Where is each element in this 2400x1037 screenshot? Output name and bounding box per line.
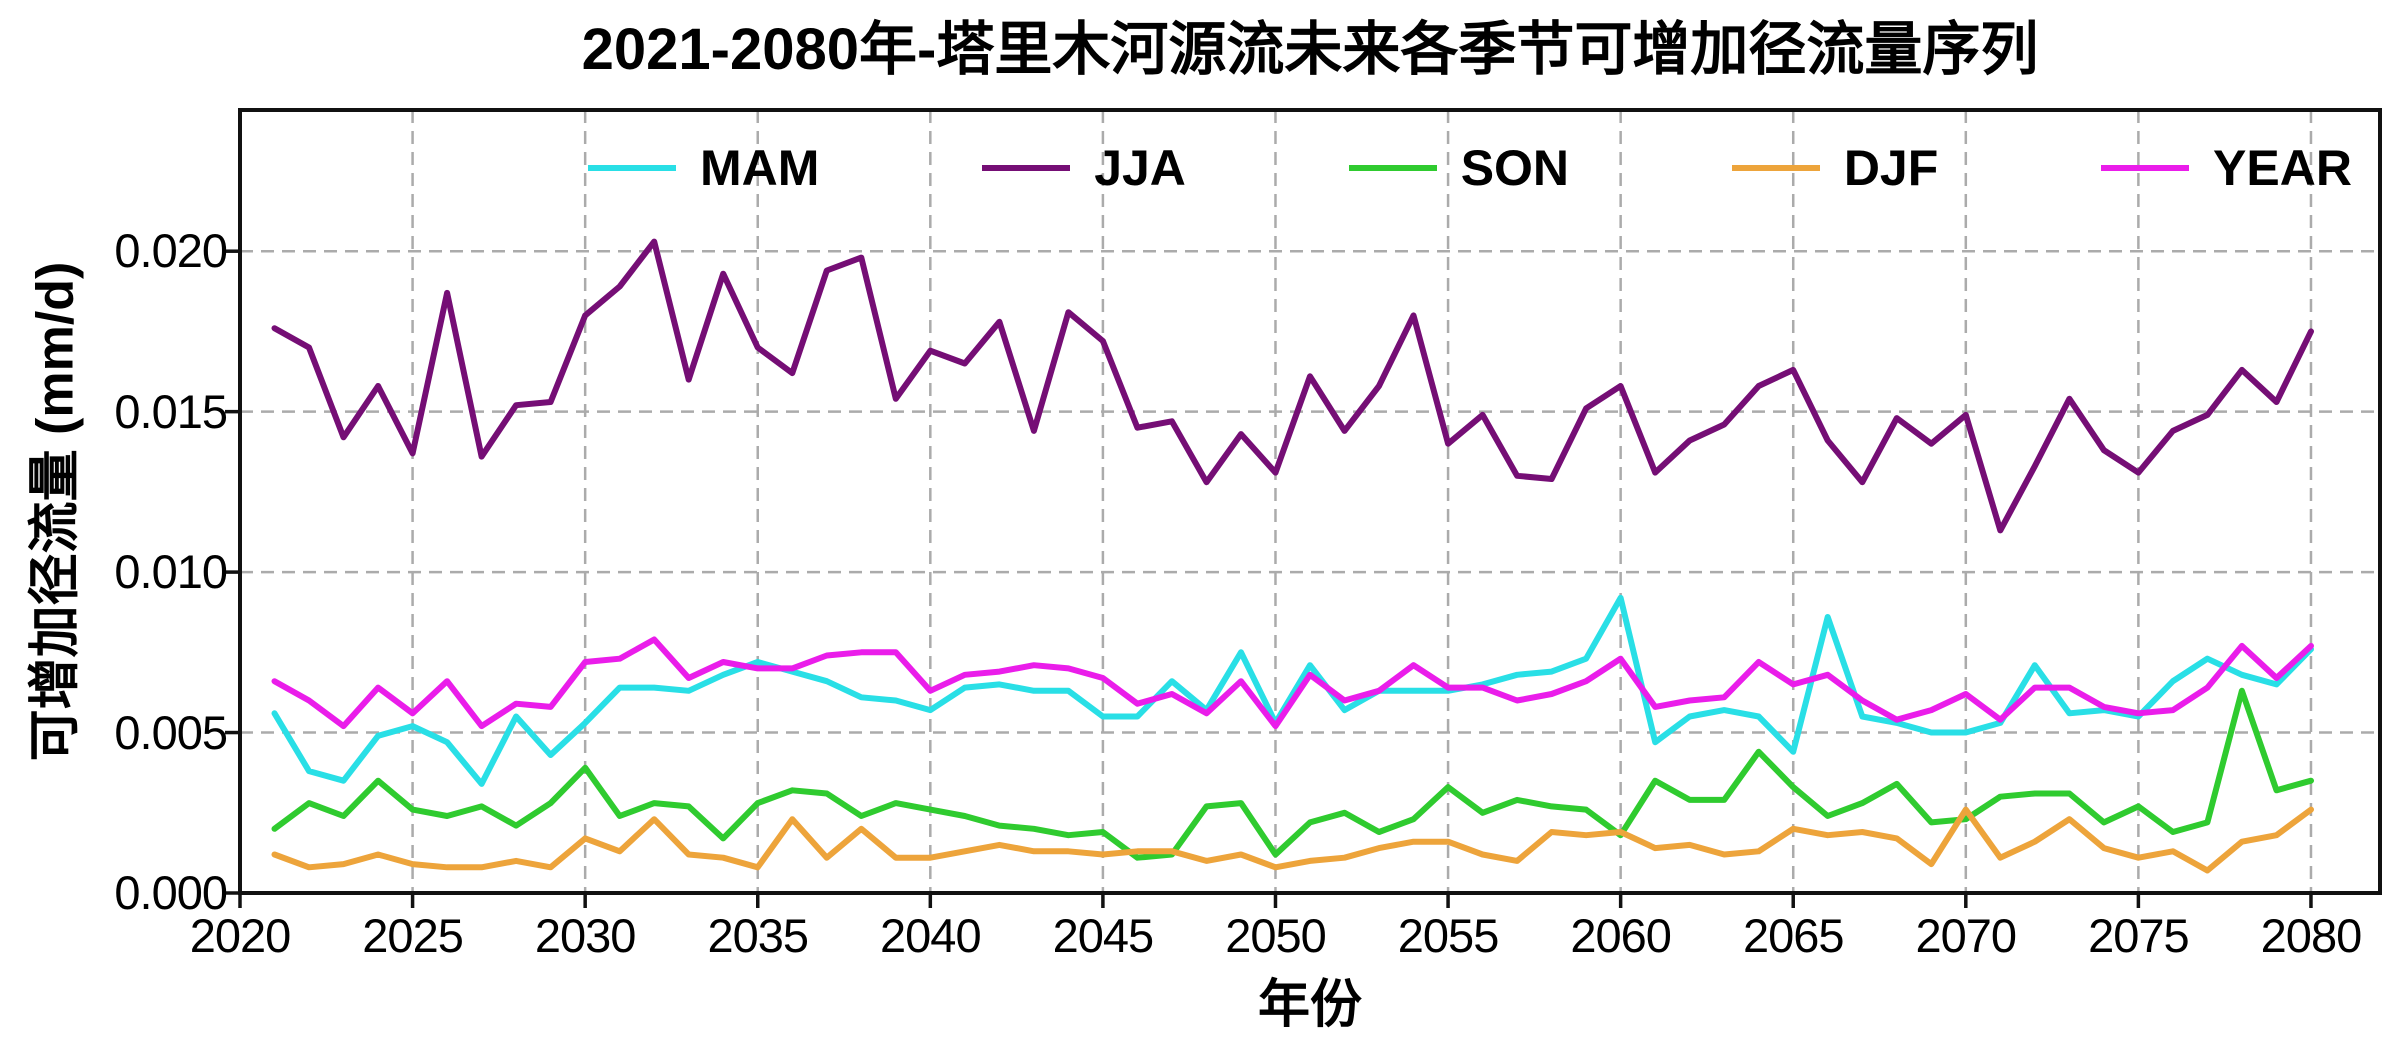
legend-item-mam: MAM <box>588 139 819 197</box>
x-tick-label: 2050 <box>1225 909 1327 962</box>
series-line-year <box>271 636 2314 730</box>
x-tick-label: 2070 <box>1915 909 2018 962</box>
x-tick-label: 2055 <box>1397 909 1500 962</box>
legend-item-son: SON <box>1348 139 1570 197</box>
x-tick-label: 2065 <box>1742 909 1845 962</box>
x-tick-label: 2060 <box>1570 909 1672 962</box>
legend-swatch-jja <box>982 165 1071 171</box>
y-tick-label: 0.020 <box>114 224 228 278</box>
x-tick-label: 2020 <box>189 909 292 962</box>
legend-item-jja: JJA <box>982 139 1186 197</box>
legend-label-mam: MAM <box>700 140 820 196</box>
legend-swatch-son <box>1348 165 1437 171</box>
y-tick-label: 0.005 <box>114 705 228 759</box>
x-tick-label: 2030 <box>534 909 637 962</box>
legend-label-son: SON <box>1460 140 1570 196</box>
x-axis-label: 年份 <box>1257 976 1362 1034</box>
legend-swatch-mam <box>588 165 676 171</box>
y-tick-label: 0.000 <box>114 866 228 919</box>
legend-swatch-djf <box>1731 165 1820 171</box>
series-line-mam <box>271 594 2314 787</box>
legend-item-djf: DJF <box>1731 139 1939 197</box>
x-tick-label: 2080 <box>2260 909 2363 962</box>
legend-swatch-year <box>2101 165 2190 171</box>
x-tick-label: 2075 <box>2088 909 2190 962</box>
chart-title: 2021-2080年-塔里木河源流未来各季节可增加径流量序列 <box>581 17 2039 82</box>
y-tick-label: 0.010 <box>114 545 228 599</box>
legend-label-year: YEAR <box>2213 140 2352 196</box>
legend-label-djf: DJF <box>1843 140 1939 196</box>
legend-item-year: YEAR <box>2101 139 2352 197</box>
y-tick-label: 0.015 <box>114 384 228 438</box>
legend: MAM JJA SON DJF YEAR <box>588 136 2352 200</box>
x-tick-label: 2035 <box>707 909 809 962</box>
legend-label-jja: JJA <box>1094 140 1186 196</box>
series-line-djf <box>271 806 2314 874</box>
x-tick-label: 2040 <box>880 909 982 962</box>
x-tick-label: 2045 <box>1052 909 1155 962</box>
x-tick-label: 2025 <box>362 909 464 962</box>
series-line-jja <box>271 238 2314 534</box>
plot-border <box>238 108 2382 895</box>
